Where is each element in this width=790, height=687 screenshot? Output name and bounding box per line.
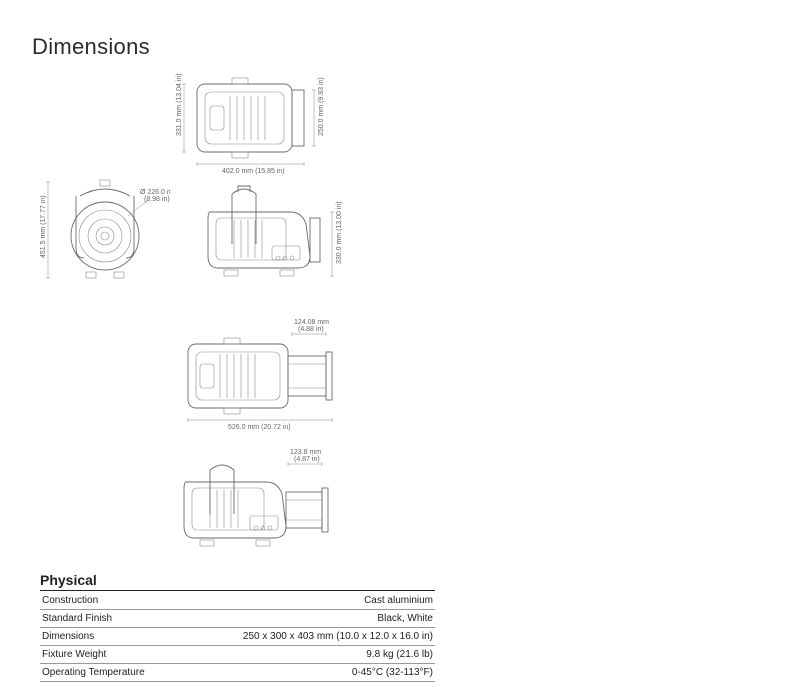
- table-row: Operating Temperature 0-45°C (32-113°F): [40, 664, 435, 682]
- diagram-extended-top: 124.08 mm (4.88 in) 526.0 mm (20.7: [170, 316, 360, 436]
- spec-value: 9.8 kg (21.6 lb): [206, 646, 435, 664]
- table-row: Standard Finish Black, White: [40, 610, 435, 628]
- dim-label: (4.88 in): [298, 326, 324, 333]
- dim-label: 402.0 mm (15.85 in): [222, 168, 285, 175]
- spec-label: Fixture Weight: [40, 646, 206, 664]
- dim-label: 123.8 mm: [290, 449, 321, 456]
- spec-heading: Physical: [40, 572, 435, 591]
- spec-label: Dimensions: [40, 628, 206, 646]
- diagram-side-view: 330.0 mm (13.00 in): [190, 184, 355, 294]
- dim-label: 250.0 mm (9.83 in): [318, 77, 325, 136]
- dim-label: 124.08 mm: [294, 319, 329, 326]
- spec-label: Standard Finish: [40, 610, 206, 628]
- diagram-front-view: 451.5 mm (17.77 in) Ø 226.0 mm (8.98 in): [40, 178, 170, 298]
- diagram-extended-side: 123.8 mm (4.87 in): [170, 446, 360, 566]
- dim-label: (8.98 in): [144, 196, 170, 203]
- table-row: Construction Cast aluminium: [40, 592, 435, 610]
- spec-section: Physical Construction Cast aluminium Sta…: [40, 572, 435, 682]
- table-row: Dimensions 250 x 300 x 403 mm (10.0 x 12…: [40, 628, 435, 646]
- page-title: Dimensions: [32, 34, 150, 60]
- dim-label: 451.5 mm (17.77 in): [40, 195, 47, 258]
- spec-value: 250 x 300 x 403 mm (10.0 x 12.0 x 16.0 i…: [206, 628, 435, 646]
- dim-label: 526.0 mm (20.72 in): [228, 424, 291, 431]
- dim-label: (4.87 in): [294, 456, 320, 463]
- spec-label: Construction: [40, 592, 206, 610]
- dim-label: 331.0 mm (13.04 in): [176, 73, 183, 136]
- dim-label: 330.0 mm (13.00 in): [336, 201, 343, 264]
- dim-label: Ø 226.0 mm: [140, 189, 170, 196]
- table-row: Fixture Weight 9.8 kg (21.6 lb): [40, 646, 435, 664]
- diagram-top-view: 331.0 mm (13.04 in) 250.0 mm (9.83 in) 4…: [172, 66, 337, 176]
- spec-table: Construction Cast aluminium Standard Fin…: [40, 592, 435, 682]
- spec-label: Operating Temperature: [40, 664, 206, 682]
- spec-value: Black, White: [206, 610, 435, 628]
- spec-value: 0-45°C (32-113°F): [206, 664, 435, 682]
- spec-value: Cast aluminium: [206, 592, 435, 610]
